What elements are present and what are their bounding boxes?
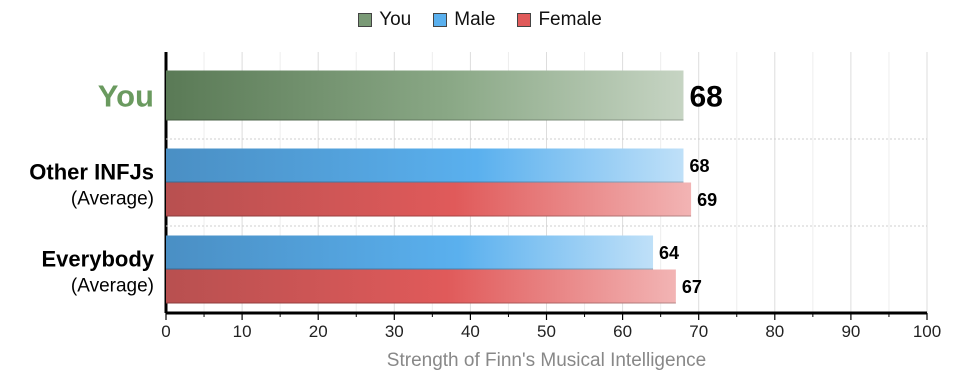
x-tick-label: 40 (461, 322, 480, 341)
legend-item-female: Female (517, 9, 602, 31)
x-tick-label: 50 (537, 322, 556, 341)
x-tick-label: 60 (613, 322, 632, 341)
bar-other-infjs-male (166, 148, 684, 183)
bar-everybody-male (166, 235, 654, 270)
legend-item-male: Male (433, 9, 495, 31)
legend-swatch-male (433, 13, 448, 27)
chart-legend: You Male Female (0, 9, 960, 31)
x-tick-label: 80 (765, 322, 784, 341)
legend-label-male: Male (454, 9, 496, 30)
category-sublabel: (Average) (71, 276, 154, 297)
category-label: Other INFJs (29, 160, 154, 185)
value-label-everybody-male: 64 (659, 243, 679, 263)
bar-everybody-female (166, 269, 676, 304)
legend-swatch-female (517, 13, 532, 27)
x-tick-label: 0 (161, 322, 170, 341)
x-tick-label: 100 (913, 322, 941, 341)
x-tick-label: 30 (385, 322, 404, 341)
bar-you-you (166, 70, 684, 121)
x-tick-label: 70 (689, 322, 708, 341)
value-label-other-infjs-female: 69 (697, 190, 717, 210)
value-label-other-infjs-male: 68 (689, 156, 709, 176)
x-tick-label: 10 (233, 322, 252, 341)
category-label: Everybody (42, 247, 155, 272)
x-tick-label: 20 (309, 322, 328, 341)
bar-other-infjs-female (166, 182, 692, 217)
x-axis-title: Strength of Finn's Musical Intelligence (387, 350, 706, 371)
legend-label-you: You (379, 9, 412, 30)
legend-item-you: You (358, 9, 411, 31)
legend-swatch-you (358, 13, 373, 27)
value-label-you-you: 68 (689, 80, 722, 113)
labels: 0 10 20 30 40 50 60 70 80 90 100 Strength of Finn's… (29, 79, 941, 372)
bars (166, 70, 692, 304)
value-label-everybody-female: 67 (682, 277, 702, 297)
category-label: You (98, 79, 154, 114)
legend-label-female: Female (538, 9, 602, 30)
x-tick-label: 90 (841, 322, 860, 341)
category-sublabel: (Average) (71, 189, 154, 210)
